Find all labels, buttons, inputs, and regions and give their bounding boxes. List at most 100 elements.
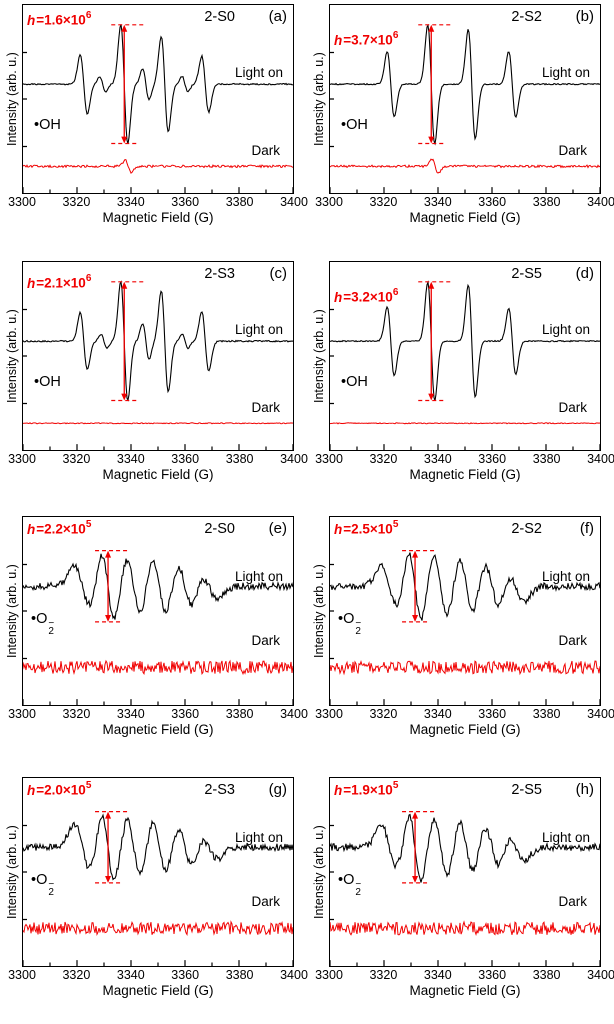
x-tick: 3360	[478, 707, 507, 721]
radical-label: •O −2	[338, 872, 361, 898]
panel-letter: (e)	[268, 520, 287, 537]
sample-label: 2-S0	[204, 521, 235, 537]
radical-label: •OH	[34, 374, 62, 390]
peak-height-annotation: h=3.2×106	[334, 287, 399, 305]
x-axis-label: Magnetic Field (G)	[102, 983, 214, 998]
radical-main: •O	[31, 611, 48, 627]
plot-column: h=1.6×106 2-S0 (a) Light on Dark •OH 330…	[8, 4, 308, 225]
light-on-label: Light on	[234, 65, 283, 80]
h-symbol: h	[27, 782, 36, 798]
y-axis-label: Intensity (arb. u.)	[5, 564, 19, 658]
y-axis-label: Intensity (arb. u.)	[312, 564, 326, 658]
arrowhead	[121, 393, 128, 401]
plot-area: h=3.7×106 2-S2 (b) Light on Dark •OH	[329, 4, 601, 194]
arrowhead	[428, 281, 435, 289]
arrowhead	[412, 550, 419, 558]
panel-letter: (g)	[268, 781, 287, 798]
x-tick: 3340	[116, 452, 145, 466]
arrowhead	[105, 875, 112, 883]
x-tick: 3380	[532, 452, 561, 466]
plot-column: h=2.1×106 2-S3 (c) Light on Dark •OH 330…	[8, 261, 308, 482]
sample-label: 2-S0	[204, 9, 235, 25]
plot-area: h=2.1×106 2-S3 (c) Light on Dark •OH	[22, 261, 294, 451]
h-exponent: 6	[392, 30, 399, 41]
epr-spectrum-panel: Intensity (arb. u.) h=2.5×105 2-S2 (f) L…	[307, 516, 614, 737]
x-tick: 3360	[171, 452, 200, 466]
peak-height-annotation: h=2.5×105	[334, 519, 398, 537]
light-on-label: Light on	[541, 322, 590, 337]
y-axis-label: Intensity (arb. u.)	[312, 309, 326, 403]
x-tick: 3300	[315, 452, 343, 466]
h-exponent: 5	[85, 519, 92, 530]
light-on-label: Light on	[234, 569, 283, 584]
epr-spectrum-panel: Intensity (arb. u.) h=3.7×106 2-S2 (b) L…	[307, 4, 614, 225]
x-tick: 3320	[369, 707, 398, 721]
plot-column: h=2.2×105 2-S0 (e) Light on Dark •O −2 33…	[8, 516, 308, 737]
peak-height-annotation: h=2.0×105	[27, 780, 91, 798]
x-tick: 3380	[225, 707, 254, 721]
peak-height-annotation: h=2.2×105	[27, 519, 92, 537]
h-value: =2.0×10	[36, 782, 86, 798]
panel-letter: (b)	[575, 8, 594, 25]
spectra-traces	[23, 24, 293, 193]
epr-spectrum-panel: Intensity (arb. u.) h=2.2×105 2-S0 (e) L…	[0, 516, 308, 737]
plot-area: h=1.6×106 2-S0 (a) Light on Dark •OH	[22, 4, 294, 194]
h-symbol: h	[27, 12, 36, 28]
epr-figure-grid: Intensity (arb. u.) h=1.6×106 2-S0 (a) L…	[0, 4, 614, 998]
arrowhead	[121, 24, 128, 32]
x-tick: 3400	[587, 195, 614, 209]
x-tick: 3320	[62, 452, 91, 466]
epr-spectrum-panel: Intensity (arb. u.) h=3.2×106 2-S5 (d) L…	[307, 261, 614, 482]
radical-main: •O	[338, 611, 355, 627]
radical-subscript: 2	[48, 887, 54, 898]
dark-label: Dark	[558, 143, 587, 158]
x-axis-label: Magnetic Field (G)	[102, 467, 214, 482]
plot-area: h=2.5×105 2-S2 (f) Light on Dark •O −2	[329, 516, 601, 706]
radical-superscript: −	[48, 879, 55, 890]
x-tick-labels: 3300 3320 3340 3360 3380 3400	[315, 706, 614, 721]
epr-spectrum-panel: Intensity (arb. u.) h=2.0×105 2-S3 (g) L…	[0, 777, 308, 998]
h-value: =3.2×10	[343, 289, 393, 305]
x-tick: 3380	[225, 452, 254, 466]
dark-label: Dark	[558, 400, 587, 415]
radical-main: •OH	[34, 374, 61, 390]
light-on-label: Light on	[541, 569, 590, 584]
radical-subscript: 2	[355, 887, 361, 898]
y-axis-label: Intensity (arb. u.)	[5, 825, 19, 919]
epr-spectrum-panel: Intensity (arb. u.) h=2.1×106 2-S3 (c) L…	[0, 261, 308, 482]
radical-main: •OH	[341, 117, 368, 133]
arrowhead	[428, 136, 435, 144]
radical-main: •OH	[34, 117, 61, 133]
x-tick: 3320	[62, 707, 91, 721]
arrowhead	[412, 614, 419, 622]
plot-column: h=1.9×105 2-S5 (h) Light on Dark •O −2 33…	[315, 777, 614, 998]
arrowhead	[412, 875, 419, 883]
x-tick: 3300	[315, 968, 343, 982]
dark-label: Dark	[558, 633, 587, 648]
h-value: =1.6×10	[36, 12, 86, 28]
h-symbol: h	[334, 521, 343, 537]
spectra-traces	[23, 280, 293, 450]
sample-label: 2-S2	[511, 521, 542, 537]
x-tick: 3400	[587, 707, 614, 721]
x-tick: 3380	[532, 968, 561, 982]
radical-superscript: −	[355, 618, 362, 629]
h-exponent: 6	[392, 287, 399, 298]
h-symbol: h	[334, 32, 343, 48]
arrowhead	[428, 393, 435, 401]
x-tick: 3400	[280, 968, 308, 982]
x-tick-labels: 3300 3320 3340 3360 3380 3400	[8, 967, 308, 982]
x-tick: 3340	[423, 195, 452, 209]
spectra-traces	[330, 23, 600, 193]
dark-label: Dark	[251, 894, 280, 909]
x-tick: 3400	[280, 452, 308, 466]
x-tick: 3300	[8, 195, 36, 209]
radical-sub-sup: −2	[355, 618, 362, 637]
radical-main: •OH	[341, 374, 368, 390]
arrowhead	[428, 24, 435, 32]
h-exponent: 5	[392, 780, 399, 791]
x-tick: 3360	[478, 968, 507, 982]
epr-spectrum-panel: Intensity (arb. u.) h=1.9×105 2-S5 (h) L…	[307, 777, 614, 998]
plot-area: h=2.0×105 2-S3 (g) Light on Dark •O −2	[22, 777, 294, 967]
x-tick: 3300	[8, 968, 36, 982]
